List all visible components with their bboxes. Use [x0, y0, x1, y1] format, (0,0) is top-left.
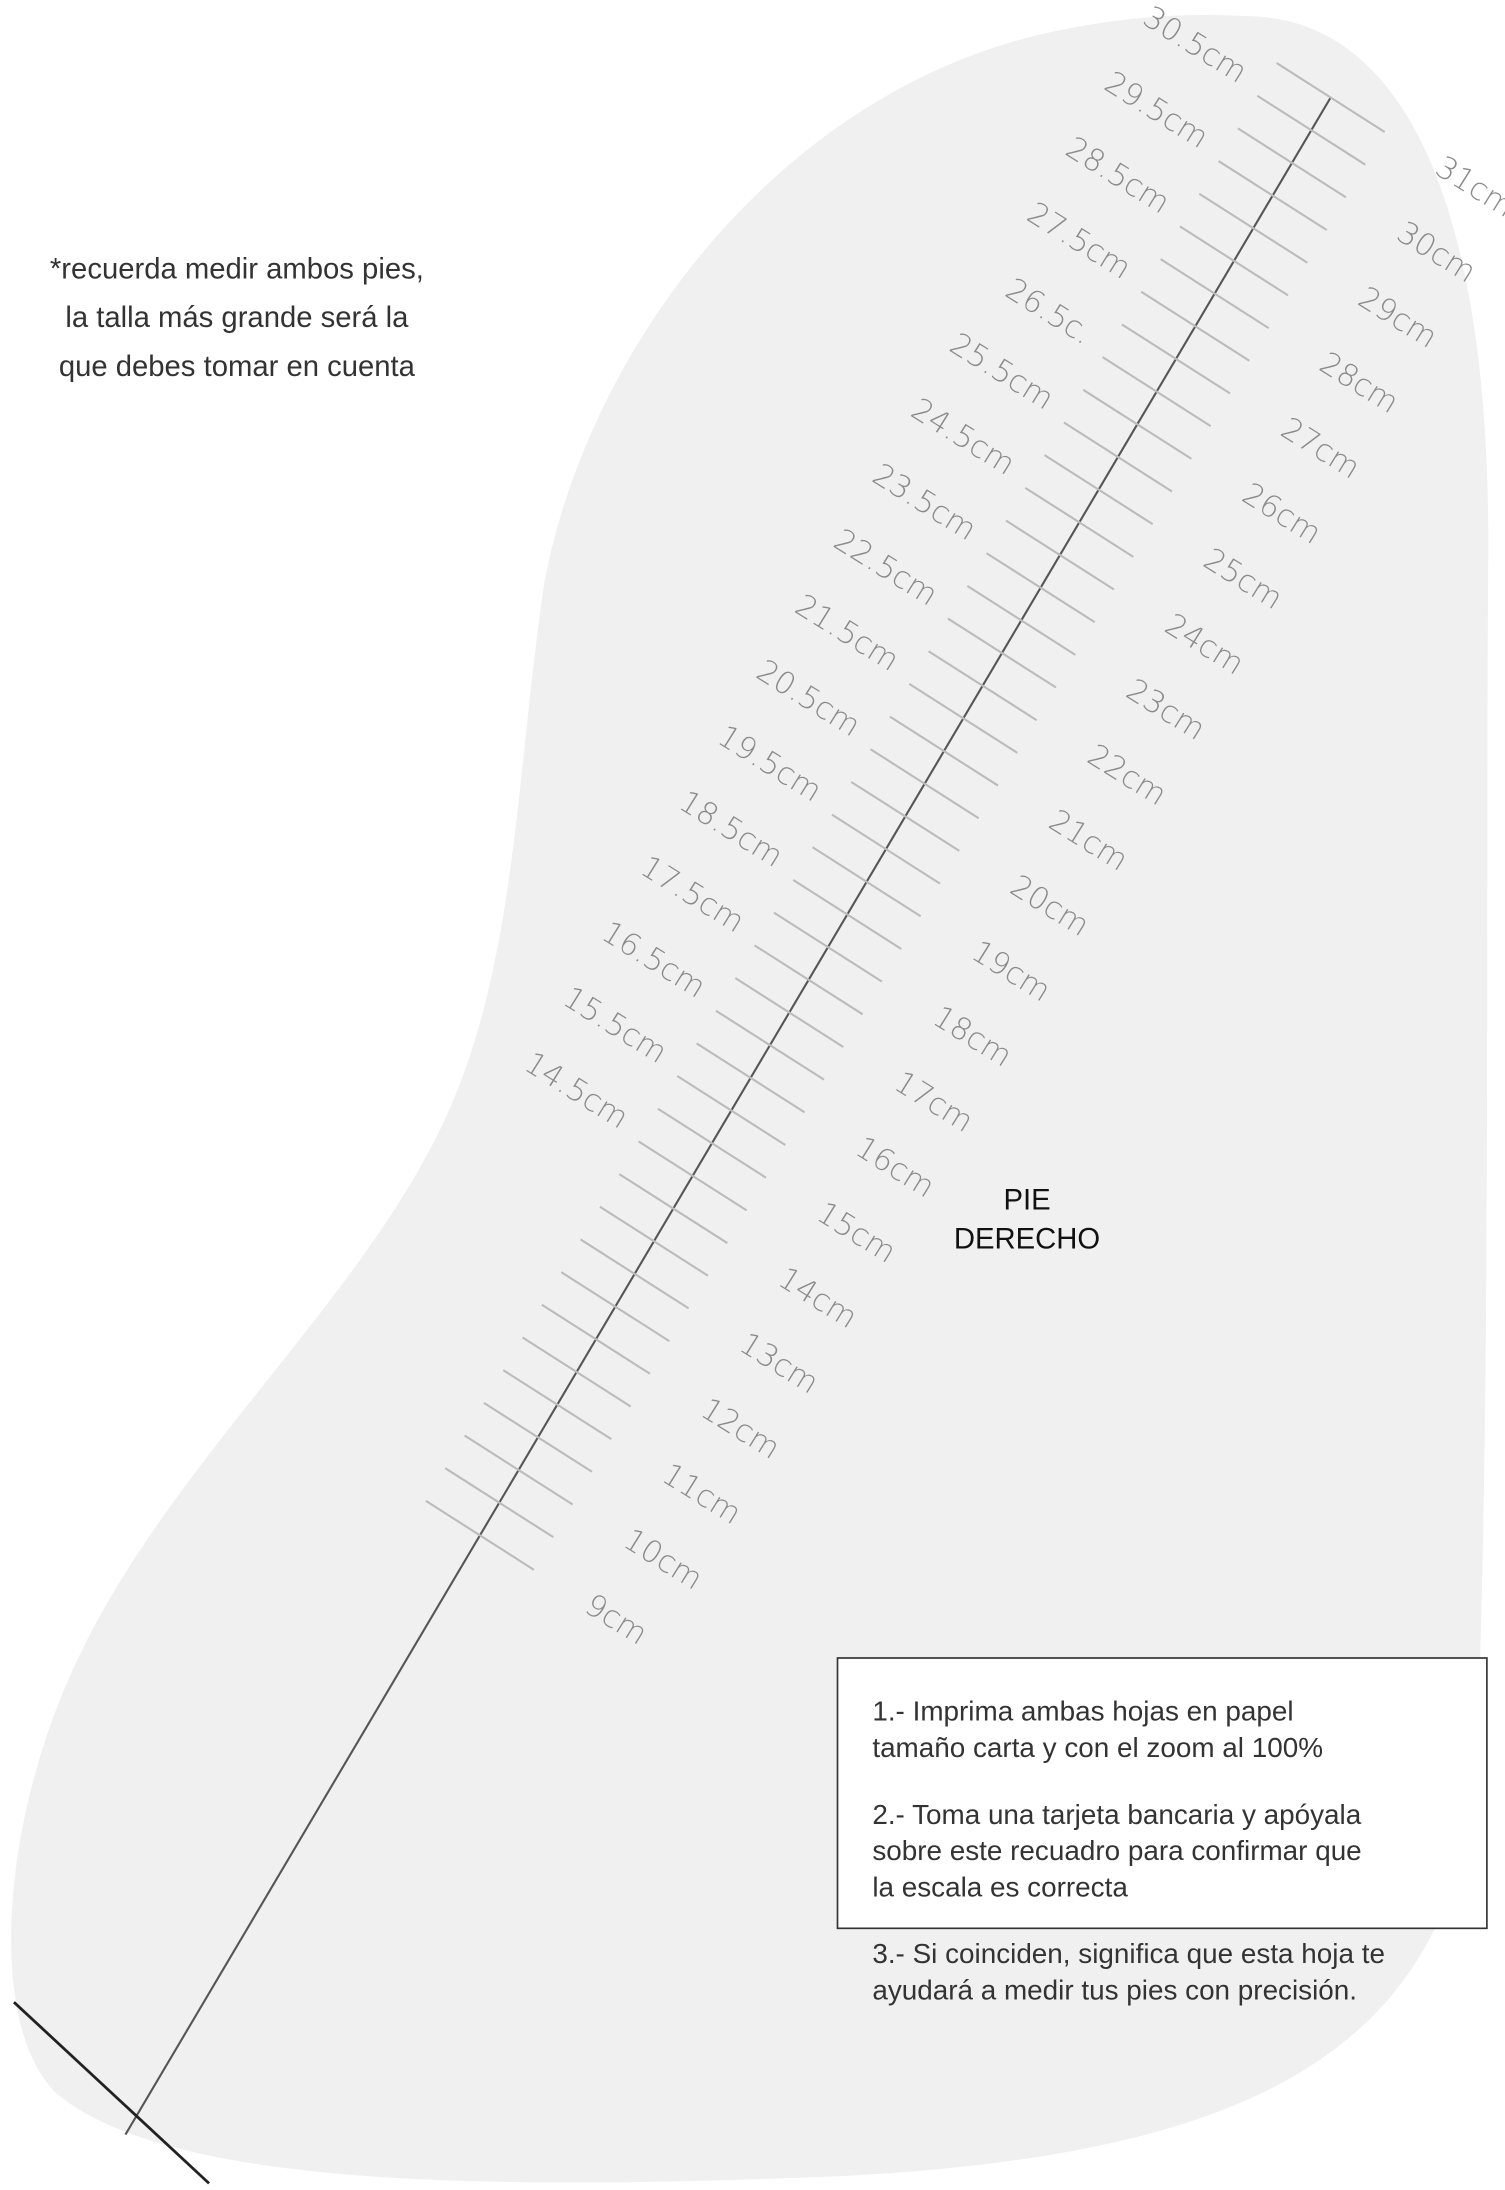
instruction-line: sobre este recuadro para confirmar que: [872, 1835, 1361, 1866]
tick: [1160, 258, 1270, 329]
tick: [1063, 421, 1173, 493]
tick: [986, 552, 1096, 624]
tick: [676, 1075, 786, 1146]
tick: [599, 1205, 709, 1277]
tick: [1218, 160, 1328, 231]
tick: [1082, 388, 1192, 460]
tick: [850, 781, 960, 852]
instruction-line: 1.- Imprima ambas hojas en papel: [872, 1696, 1293, 1727]
tick: [1102, 356, 1212, 427]
instruction-line: tamaño carta y con el zoom al 100%: [872, 1732, 1323, 1763]
tick: [618, 1173, 728, 1244]
tick: [792, 879, 902, 950]
foot-label: DERECHO: [954, 1223, 1100, 1255]
tick: [638, 1140, 748, 1212]
tick: [1044, 454, 1154, 526]
tick: [831, 813, 941, 885]
tick: [812, 846, 922, 918]
instruction-line: la escala es correcta: [872, 1871, 1128, 1902]
foot-shape: [11, 15, 1489, 2183]
ticks: [425, 62, 1386, 1571]
instruction-line: ayudará a medir tus pies con precisión.: [872, 1974, 1357, 2005]
note-line: que debes tomar en cuenta: [59, 351, 416, 383]
tick: [502, 1369, 612, 1441]
tick: [522, 1336, 632, 1408]
tick: [1198, 192, 1308, 264]
tick: [947, 617, 1057, 689]
tick: [560, 1271, 670, 1342]
tick: [657, 1107, 767, 1179]
tick: [1276, 62, 1386, 133]
tick: [734, 977, 844, 1048]
tick: [754, 944, 864, 1016]
tick: [715, 1009, 825, 1081]
tick: [541, 1303, 651, 1375]
tick: [425, 1499, 535, 1571]
tick: [580, 1238, 690, 1310]
tick: [1024, 486, 1134, 558]
tick: [1140, 290, 1250, 362]
tick: [444, 1467, 554, 1539]
tick: [966, 584, 1076, 656]
tick: [696, 1042, 806, 1114]
foot-label: PIE: [1003, 1184, 1050, 1216]
scale-axis: [124, 96, 1332, 2136]
tick: [1005, 519, 1115, 591]
tick: [928, 650, 1038, 722]
tick: [1237, 127, 1347, 199]
tick: [464, 1434, 574, 1506]
tick: [1121, 323, 1231, 395]
tick: [908, 683, 1018, 754]
instruction-line: 3.- Si coinciden, significa que esta hoj…: [872, 1938, 1385, 1969]
instruction-line: 2.- Toma una tarjeta bancaria y apóyala: [872, 1799, 1361, 1830]
note-line: *recuerda medir ambos pies,: [50, 253, 424, 285]
tick: [870, 748, 980, 820]
tick: [1256, 94, 1366, 166]
tick: [483, 1401, 593, 1473]
instructions-box: [836, 1657, 1488, 1930]
tick: [1179, 225, 1289, 297]
note-line: la talla más grande será la: [65, 302, 409, 334]
tick: [889, 715, 999, 787]
tick: [773, 911, 883, 983]
corner-line: [12, 2001, 210, 2185]
